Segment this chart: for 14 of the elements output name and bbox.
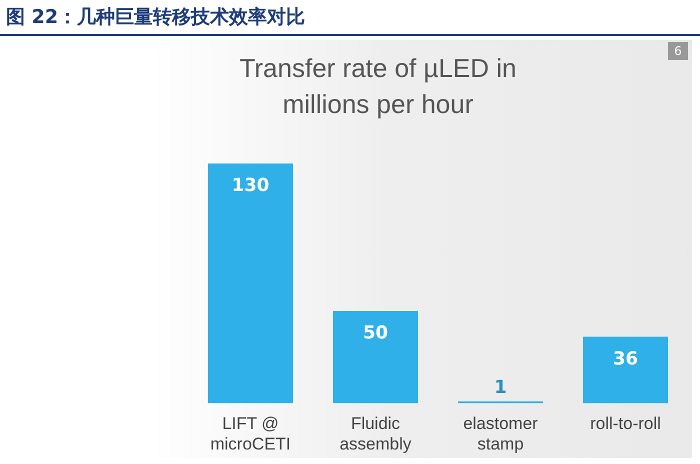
data-label: 36	[612, 348, 638, 370]
x-tick-label: LIFT @ microCETI	[210, 414, 291, 454]
bar	[333, 310, 418, 404]
x-tick-label: Fluidic assembly	[340, 414, 412, 454]
data-label: 130	[232, 175, 270, 196]
bar	[208, 163, 293, 404]
chart-title: 图 22：几种巨量转移技术效率对比	[0, 0, 700, 36]
bar	[583, 336, 668, 404]
chart-subtitle: Transfer rate of µLED in millions per hour	[238, 52, 518, 121]
text: 6	[668, 42, 688, 60]
x-tick-label: elastomer stamp	[463, 414, 538, 454]
data-label: 50	[362, 322, 388, 344]
data-label: 1	[494, 377, 507, 398]
x-tick-label: roll-to-roll	[590, 414, 661, 434]
